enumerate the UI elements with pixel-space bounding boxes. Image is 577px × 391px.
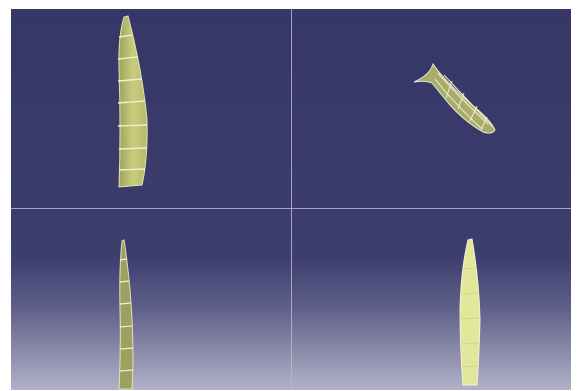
viewport-split-horizontal[interactable] xyxy=(11,208,571,209)
blade-part-side[interactable] xyxy=(11,209,291,390)
blade-part-top[interactable] xyxy=(292,209,571,390)
blade-part-isometric[interactable] xyxy=(292,9,571,208)
multi-viewport-canvas[interactable] xyxy=(11,9,571,390)
viewport-top-right[interactable] xyxy=(292,9,571,208)
viewport-bottom-right[interactable] xyxy=(292,209,571,390)
viewport-top-left[interactable] xyxy=(11,9,291,208)
viewport-split-vertical[interactable] xyxy=(291,9,292,390)
viewport-bottom-left[interactable] xyxy=(11,209,291,390)
blade-part-front[interactable] xyxy=(11,9,291,208)
